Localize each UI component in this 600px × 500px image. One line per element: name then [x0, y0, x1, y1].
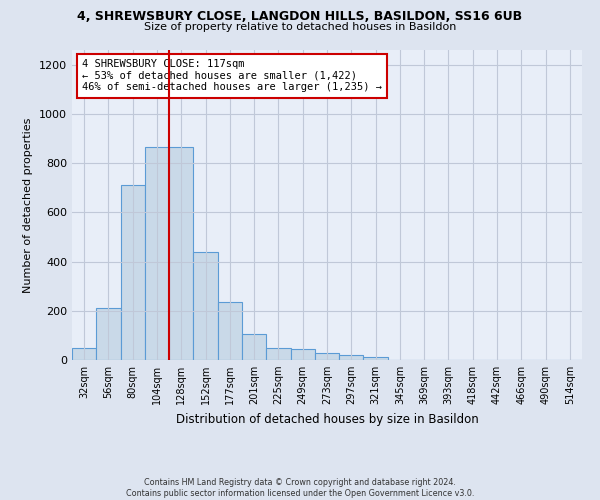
Text: Size of property relative to detached houses in Basildon: Size of property relative to detached ho…: [144, 22, 456, 32]
Bar: [242, 334, 266, 360]
X-axis label: Distribution of detached houses by size in Basildon: Distribution of detached houses by size …: [176, 412, 478, 426]
Bar: [218, 302, 242, 360]
Bar: [96, 308, 121, 360]
Bar: [72, 348, 96, 360]
Bar: [145, 147, 169, 360]
Bar: [364, 356, 388, 360]
Text: Contains HM Land Registry data © Crown copyright and database right 2024.
Contai: Contains HM Land Registry data © Crown c…: [126, 478, 474, 498]
Bar: [290, 350, 315, 360]
Bar: [315, 352, 339, 360]
Bar: [266, 348, 290, 360]
Text: 4, SHREWSBURY CLOSE, LANGDON HILLS, BASILDON, SS16 6UB: 4, SHREWSBURY CLOSE, LANGDON HILLS, BASI…: [77, 10, 523, 23]
Text: 4 SHREWSBURY CLOSE: 117sqm
← 53% of detached houses are smaller (1,422)
46% of s: 4 SHREWSBURY CLOSE: 117sqm ← 53% of deta…: [82, 60, 382, 92]
Bar: [193, 252, 218, 360]
Bar: [339, 354, 364, 360]
Bar: [169, 147, 193, 360]
Y-axis label: Number of detached properties: Number of detached properties: [23, 118, 34, 292]
Bar: [121, 186, 145, 360]
